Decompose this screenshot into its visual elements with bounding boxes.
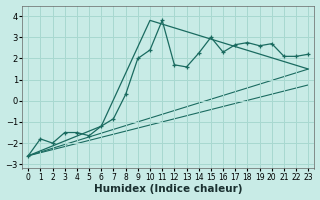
X-axis label: Humidex (Indice chaleur): Humidex (Indice chaleur)	[94, 184, 243, 194]
